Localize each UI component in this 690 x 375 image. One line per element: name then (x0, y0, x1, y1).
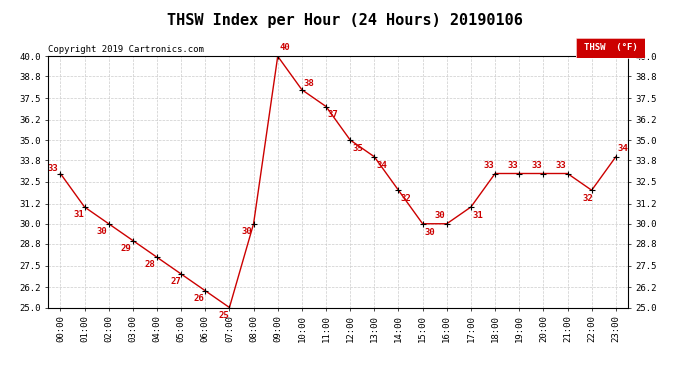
Text: 25: 25 (219, 310, 229, 320)
Text: 37: 37 (328, 110, 339, 119)
Text: 34: 34 (618, 144, 629, 153)
Text: 33: 33 (47, 164, 58, 173)
Text: 26: 26 (193, 294, 204, 303)
Text: 27: 27 (170, 277, 181, 286)
Text: Copyright 2019 Cartronics.com: Copyright 2019 Cartronics.com (48, 45, 204, 54)
Text: 33: 33 (507, 160, 518, 170)
Text: 29: 29 (121, 243, 132, 252)
Text: 40: 40 (279, 44, 290, 52)
Text: 30: 30 (241, 227, 253, 236)
Text: 32: 32 (400, 194, 411, 203)
Text: 30: 30 (424, 228, 435, 237)
Text: 30: 30 (97, 227, 108, 236)
Text: 34: 34 (376, 160, 387, 170)
Text: THSW Index per Hour (24 Hours) 20190106: THSW Index per Hour (24 Hours) 20190106 (167, 13, 523, 28)
Text: 31: 31 (473, 211, 484, 220)
Text: 33: 33 (483, 160, 494, 170)
Text: THSW  (°F): THSW (°F) (584, 44, 638, 52)
Text: 32: 32 (582, 194, 593, 203)
Text: 33: 33 (531, 160, 542, 170)
Text: 28: 28 (145, 260, 156, 269)
Text: 33: 33 (555, 160, 566, 170)
Text: 38: 38 (304, 80, 315, 88)
Text: 35: 35 (352, 144, 363, 153)
Text: 30: 30 (435, 211, 446, 220)
Text: 31: 31 (74, 210, 84, 219)
